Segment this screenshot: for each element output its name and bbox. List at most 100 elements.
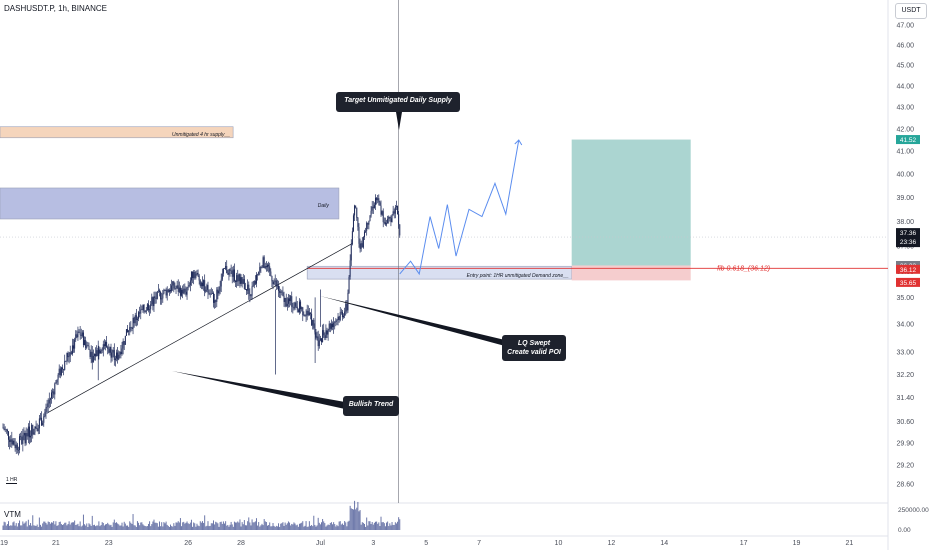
candle-body xyxy=(209,293,211,295)
candle-body xyxy=(357,217,359,227)
volume-bar xyxy=(141,522,143,530)
volume-bar xyxy=(93,524,95,530)
volume-bar xyxy=(34,525,36,530)
candle-body xyxy=(328,323,330,331)
volume-bar xyxy=(388,526,390,530)
price-axis-tick: 46.00 xyxy=(896,42,914,49)
candle-body xyxy=(119,351,121,355)
callout-bullish-trend-text: Bullish Trend xyxy=(349,401,394,408)
price-axis-tick: 35.00 xyxy=(896,295,914,302)
candle-body xyxy=(124,335,126,345)
volume-bar xyxy=(98,521,100,530)
candle-body xyxy=(271,276,273,282)
volume-bar xyxy=(308,521,310,530)
volume-bar xyxy=(176,522,178,530)
volume-bar xyxy=(182,522,184,530)
candle-body xyxy=(272,281,274,285)
candle-body xyxy=(358,226,360,244)
candle-body xyxy=(121,348,123,355)
volume-bar xyxy=(175,522,177,530)
price-label-current-countdown: 23:36 xyxy=(900,239,917,246)
candle-body xyxy=(54,383,56,395)
candle-body xyxy=(139,312,141,314)
candle-body xyxy=(123,341,125,345)
candle-body xyxy=(20,436,22,437)
candle-body xyxy=(162,293,164,299)
candle-body xyxy=(48,399,50,404)
volume-bar xyxy=(357,501,359,530)
volume-bar xyxy=(136,521,138,530)
time-axis-tick: Jul xyxy=(316,540,325,547)
candle-body xyxy=(138,312,140,319)
candle-body xyxy=(376,197,378,201)
candle-body xyxy=(395,206,397,208)
candle-body xyxy=(151,297,153,305)
volume-bar xyxy=(140,522,142,530)
candle-body xyxy=(144,311,146,312)
candle-body xyxy=(195,274,197,278)
candles xyxy=(2,194,401,456)
candle-body xyxy=(9,439,11,443)
candle-body xyxy=(130,327,132,328)
volume-bar xyxy=(377,523,379,530)
volume-bar xyxy=(144,525,146,530)
candle-body xyxy=(73,345,75,349)
volume-bar xyxy=(260,525,262,530)
volume-bar xyxy=(12,522,14,530)
candle-body xyxy=(356,207,358,218)
stop-zone xyxy=(571,265,691,281)
candle-body xyxy=(248,284,250,294)
price-label-current xyxy=(896,228,920,248)
candle-body xyxy=(214,300,216,303)
candle-body xyxy=(26,433,28,437)
candle-body xyxy=(366,222,368,231)
volume-bar xyxy=(164,523,166,530)
volume-bar xyxy=(135,526,137,530)
volume-bar xyxy=(372,524,374,530)
price-label-stop xyxy=(896,277,920,287)
volume-bar xyxy=(276,526,278,530)
candle-body xyxy=(77,331,79,338)
volume-bar xyxy=(31,525,33,530)
candle-body xyxy=(193,272,195,279)
candle-body xyxy=(97,350,99,356)
volume-bar xyxy=(165,521,167,530)
volume-bar xyxy=(212,520,214,530)
candle-body xyxy=(25,433,27,444)
price-label-target xyxy=(896,135,920,145)
volume-bar xyxy=(208,526,210,530)
currency-button[interactable]: USDT xyxy=(895,3,927,19)
callout-lq-swept-pointer xyxy=(320,296,505,346)
candle-body xyxy=(44,412,46,417)
volume-bar xyxy=(57,525,59,530)
candle-body xyxy=(274,280,276,282)
volume-bar xyxy=(80,526,82,530)
candle-body xyxy=(340,311,342,313)
time-axis-tick: 7 xyxy=(477,540,481,547)
candle-body xyxy=(75,334,77,340)
volume-bar xyxy=(63,524,65,530)
candle-body xyxy=(163,289,165,294)
volume-bar xyxy=(107,522,109,530)
volume-bar xyxy=(22,521,24,530)
volume-bar xyxy=(133,525,135,530)
volume-bar xyxy=(356,507,358,530)
candle-body xyxy=(350,244,352,261)
candle-body xyxy=(349,260,351,277)
candle-body xyxy=(319,338,321,341)
candle-body xyxy=(125,329,127,336)
volume-bar xyxy=(8,521,10,530)
volume-bar xyxy=(263,519,265,530)
candle-body xyxy=(79,332,81,335)
callout-bullish-trend xyxy=(343,396,399,416)
price-axis-tick: 30.60 xyxy=(896,419,914,426)
volume-bar xyxy=(149,521,151,530)
candle-body xyxy=(16,444,18,450)
time-axis-tick: 19 xyxy=(0,540,8,547)
zone-label-0: Unmitigated 4 hr supply__ xyxy=(172,132,230,138)
volume-bar xyxy=(228,526,230,530)
candle-body xyxy=(261,267,263,268)
candle-body xyxy=(86,345,88,348)
